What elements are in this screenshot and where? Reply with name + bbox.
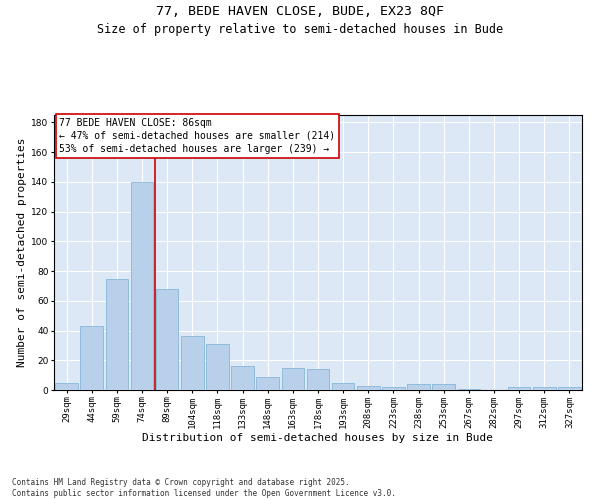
Bar (80, 326, 103, 390)
Text: Size of property relative to semi-detached houses in Bude: Size of property relative to semi-detach… (97, 22, 503, 36)
Text: Contains HM Land Registry data © Crown copyright and database right 2025.
Contai: Contains HM Land Registry data © Crown c… (12, 478, 396, 498)
Bar (281, 368, 304, 390)
Bar (332, 382, 355, 390)
Bar (156, 289, 178, 390)
Text: 77, BEDE HAVEN CLOSE, BUDE, EX23 8QF: 77, BEDE HAVEN CLOSE, BUDE, EX23 8QF (156, 5, 444, 18)
Text: 77 BEDE HAVEN CLOSE: 86sqm
← 47% of semi-detached houses are smaller (214)
53% o: 77 BEDE HAVEN CLOSE: 86sqm ← 47% of semi… (59, 118, 335, 154)
Bar (181, 336, 203, 390)
Bar (106, 278, 128, 390)
Bar (357, 386, 380, 390)
Bar (256, 376, 279, 390)
Bar (407, 384, 430, 390)
Y-axis label: Number of semi-detached properties: Number of semi-detached properties (17, 138, 27, 367)
Bar (382, 387, 405, 390)
Bar (206, 344, 229, 390)
Bar (307, 369, 329, 390)
Bar (533, 387, 556, 390)
Bar (231, 366, 254, 390)
Bar (558, 387, 581, 390)
Bar (131, 182, 154, 390)
Bar (55, 382, 78, 390)
Bar (508, 387, 530, 390)
Bar (458, 388, 480, 390)
Bar (433, 384, 455, 390)
X-axis label: Distribution of semi-detached houses by size in Bude: Distribution of semi-detached houses by … (143, 434, 493, 444)
